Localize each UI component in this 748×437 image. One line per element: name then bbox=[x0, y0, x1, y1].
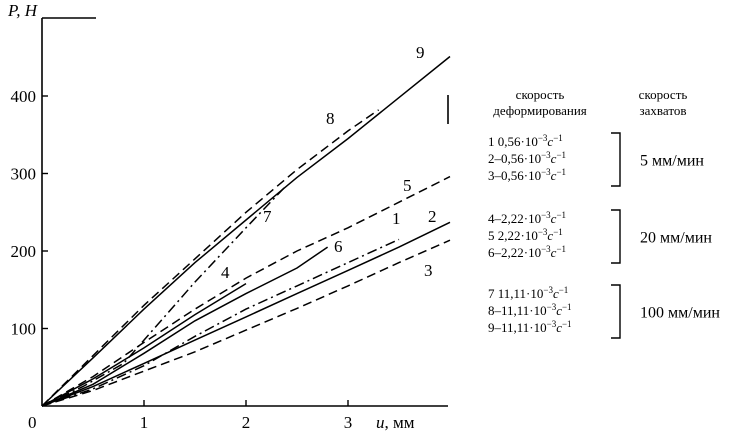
legend-row-value: 8–11,11·10 bbox=[488, 303, 547, 318]
curve-label-9: 9 bbox=[416, 43, 425, 62]
legend-row: 5 2,22·10−3c−1 bbox=[488, 227, 563, 243]
curve-label-3: 3 bbox=[424, 261, 433, 280]
x-tick-group: 1 2 3 bbox=[140, 400, 353, 432]
curve-3 bbox=[41, 239, 451, 407]
legend-row-group: 1 0,56·10−3c−12–0,56·10−3c−13–0,56·10−3c… bbox=[488, 132, 720, 339]
y-tick-label: 400 bbox=[11, 87, 37, 106]
curve-label-group: 1 2 3 4 5 6 7 8 9 bbox=[221, 43, 437, 282]
legend-header-speed-line1: скорость bbox=[639, 87, 688, 102]
legend-row-unit-exp: −1 bbox=[559, 285, 569, 295]
legend-row-value: 2–0,56·10 bbox=[488, 151, 541, 166]
x-axis-title: u, мм bbox=[376, 413, 415, 432]
legend-header-rate-line2: деформирования bbox=[493, 103, 587, 118]
legend-row: 9–11,11·10−3c−1 bbox=[488, 319, 572, 335]
curve-label-4: 4 bbox=[221, 263, 230, 282]
legend-group-bracket bbox=[611, 132, 621, 187]
curve-4 bbox=[41, 282, 247, 407]
x-tick-label: 3 bbox=[344, 413, 353, 432]
legend-row: 8–11,11·10−3c−1 bbox=[488, 302, 572, 318]
legend-row-unit: c bbox=[547, 228, 553, 243]
curve-6 bbox=[41, 246, 329, 407]
legend-row-unit: c bbox=[551, 245, 557, 260]
legend-row-unit: c bbox=[551, 168, 557, 183]
legend-row-unit-exp: −1 bbox=[556, 150, 566, 160]
legend-row-value: 1 0,56·10 bbox=[488, 134, 538, 149]
legend-row-unit-exp: −1 bbox=[556, 244, 566, 254]
legend-row-exp: −3 bbox=[541, 244, 551, 254]
legend-row-exp: −3 bbox=[541, 210, 551, 220]
curve-label-1: 1 bbox=[392, 209, 401, 228]
y-tick-label: 200 bbox=[11, 242, 37, 261]
curve-5 bbox=[41, 175, 451, 407]
curve-2 bbox=[41, 221, 451, 407]
legend-row-unit-exp: −1 bbox=[562, 319, 572, 329]
legend-row-unit-exp: −1 bbox=[556, 167, 566, 177]
legend-row-exp: −3 bbox=[547, 319, 557, 329]
legend-row: 1 0,56·10−3c−1 bbox=[488, 133, 563, 149]
y-tick-label: 300 bbox=[11, 165, 37, 184]
legend-row-unit-exp: −1 bbox=[553, 133, 563, 143]
y-axis-title: P, H bbox=[7, 1, 39, 20]
legend-row-value: 6–2,22·10 bbox=[488, 245, 541, 260]
legend-row-value: 4–2,22·10 bbox=[488, 211, 541, 226]
legend-row-unit: c bbox=[556, 303, 562, 318]
legend-row-unit-exp: −1 bbox=[556, 210, 566, 220]
legend-row-unit: c bbox=[551, 211, 557, 226]
x-tick-label: 2 bbox=[242, 413, 251, 432]
legend-row-unit-exp: −1 bbox=[553, 227, 563, 237]
legend-row-exp: −3 bbox=[543, 285, 553, 295]
y-tick-label: 100 bbox=[11, 320, 37, 339]
plot-area: P, H 1 2 3 100 200 300 400 0 u, мм 1 2 3 4 5 6 7 8 9 bbox=[7, 1, 451, 432]
legend-row-exp: −3 bbox=[538, 227, 548, 237]
y-tick-group: 100 200 300 400 bbox=[11, 87, 48, 339]
legend-row-value: 5 2,22·10 bbox=[488, 228, 538, 243]
legend-header-rate-line1: скорость bbox=[516, 87, 565, 102]
curve-7 bbox=[41, 184, 288, 407]
legend-row-exp: −3 bbox=[541, 150, 551, 160]
legend-group-speed: 20 мм/мин bbox=[640, 230, 712, 247]
x-tick-label: 1 bbox=[140, 413, 149, 432]
legend-row-unit: c bbox=[547, 134, 553, 149]
curve-8 bbox=[41, 109, 380, 407]
legend-row: 7 11,11·10−3c−1 bbox=[488, 285, 568, 301]
curve-1 bbox=[41, 238, 400, 407]
curve-9 bbox=[41, 55, 451, 407]
curve-label-8: 8 bbox=[326, 109, 335, 128]
x-axis-var: u bbox=[376, 413, 385, 432]
legend-row: 4–2,22·10−3c−1 bbox=[488, 210, 566, 226]
legend-group-bracket bbox=[611, 209, 621, 264]
legend-row-exp: −3 bbox=[547, 302, 557, 312]
legend-row: 3–0,56·10−3c−1 bbox=[488, 167, 566, 183]
legend-row: 2–0,56·10−3c−1 bbox=[488, 150, 566, 166]
legend-row-value: 9–11,11·10 bbox=[488, 320, 547, 335]
legend: скорость деформирования скорость захвато… bbox=[488, 87, 720, 339]
curve-label-7: 7 bbox=[263, 207, 272, 226]
curve-label-6: 6 bbox=[334, 237, 343, 256]
legend-row-exp: −3 bbox=[541, 167, 551, 177]
curve-group bbox=[41, 55, 451, 407]
legend-row-value: 3–0,56·10 bbox=[488, 168, 541, 183]
legend-group-speed: 100 мм/мин bbox=[640, 305, 720, 322]
legend-header-speed-line2: захватов bbox=[640, 103, 687, 118]
legend-row-value: 7 11,11·10 bbox=[488, 286, 543, 301]
curve-label-5: 5 bbox=[403, 176, 412, 195]
legend-row-unit: c bbox=[553, 286, 559, 301]
legend-row-exp: −3 bbox=[538, 133, 548, 143]
legend-row-unit-exp: −1 bbox=[562, 302, 572, 312]
legend-group-bracket bbox=[611, 284, 621, 339]
curve-label-2: 2 bbox=[428, 207, 437, 226]
legend-group-speed: 5 мм/мин bbox=[640, 153, 704, 170]
legend-row: 6–2,22·10−3c−1 bbox=[488, 244, 566, 260]
origin-label: 0 bbox=[28, 413, 37, 432]
legend-row-unit: c bbox=[556, 320, 562, 335]
legend-row-unit: c bbox=[551, 151, 557, 166]
x-axis-unit: , мм bbox=[385, 413, 415, 432]
